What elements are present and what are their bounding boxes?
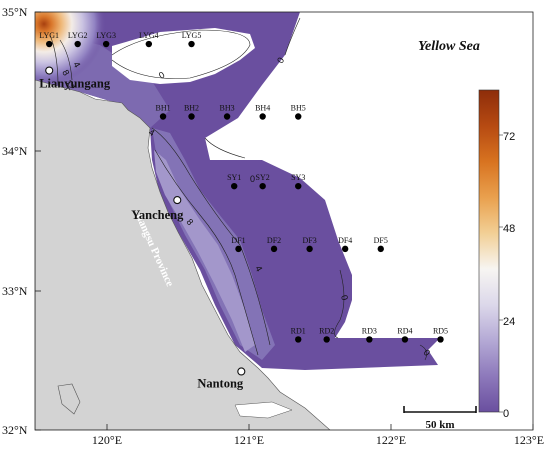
colorbar-tick-label: 0	[503, 408, 509, 420]
station-marker	[295, 336, 302, 343]
colorbar	[478, 89, 500, 413]
station-label: DF4	[338, 236, 352, 245]
land-island	[57, 383, 81, 415]
station-label: BH4	[255, 104, 270, 113]
contour-label: 4	[147, 127, 156, 138]
x-tick-label: 123°E	[514, 433, 544, 447]
x-tick-label: 120°E	[92, 433, 122, 447]
station-marker	[188, 113, 195, 120]
station-label: SY3	[291, 173, 305, 182]
land-mainland	[35, 79, 331, 430]
station-marker	[231, 182, 238, 190]
station-marker	[295, 182, 302, 190]
station-label: RD4	[397, 326, 412, 335]
station-marker	[295, 113, 302, 120]
station-marker	[437, 336, 444, 343]
contour-label: 0	[250, 174, 255, 184]
contour-label: 0	[157, 70, 166, 81]
y-tick-label: 35°N	[2, 5, 28, 19]
station-marker	[159, 113, 167, 120]
station-marker	[46, 40, 53, 48]
axis-ticks	[35, 11, 534, 431]
station-label: BH5	[291, 104, 306, 113]
y-tick-label: 33°N	[2, 284, 28, 298]
station-marker	[188, 40, 195, 48]
station-label: DF5	[374, 236, 388, 245]
station-label: BH1	[155, 104, 170, 113]
contour-label: 0	[275, 56, 286, 65]
station-label: LYG2	[68, 31, 88, 40]
city-marker	[173, 196, 182, 205]
contour-label: 8	[60, 68, 71, 77]
city-marker	[237, 367, 246, 376]
city-label: Yancheng	[131, 208, 184, 222]
station-label: DF3	[302, 236, 316, 245]
station-label: SY1	[227, 173, 241, 182]
y-tick-label: 34°N	[2, 144, 28, 158]
colorbar-tick-label: 72	[503, 131, 515, 143]
station-marker	[366, 336, 373, 343]
station-label: RD2	[319, 326, 334, 335]
station-marker	[270, 245, 278, 253]
station-label: DF1	[231, 236, 245, 245]
map-title: Yellow Sea	[418, 39, 480, 54]
contour-lines	[49, 17, 427, 361]
station-label: LYG3	[96, 31, 116, 40]
scale-bar	[403, 406, 477, 413]
scale-bar-label: 50 km	[425, 419, 454, 431]
x-tick-label: 122°E	[376, 433, 406, 447]
city-marker	[45, 66, 54, 75]
station-marker	[306, 245, 313, 253]
station-label: RD3	[362, 326, 377, 335]
station-label: BH2	[184, 104, 199, 113]
colorbar-tick-label: 24	[503, 316, 515, 328]
station-marker	[74, 40, 81, 48]
station-marker	[259, 113, 266, 120]
x-tick-label: 121°E	[234, 433, 264, 447]
station-marker	[145, 40, 153, 48]
y-tick-label: 32°N	[2, 423, 28, 437]
station-marker	[401, 336, 409, 343]
station-label: SY2	[256, 173, 270, 182]
contour-label: 4	[253, 264, 264, 273]
colorbar-ticks	[499, 134, 503, 413]
station-label: RD1	[291, 326, 306, 335]
contour-label: 4	[71, 60, 82, 69]
station-marker	[102, 40, 110, 48]
coast-white-strip	[234, 401, 293, 419]
station-marker	[223, 113, 231, 120]
station-label: LYG5	[182, 31, 202, 40]
contour-label: 0	[339, 294, 350, 301]
station-marker	[377, 245, 384, 253]
stations-layer: LYG1 LYG2 LYG3 LYG4 LYG5 BH1 BH2 BH3 BH4 BH5 SY1 SY…	[39, 31, 448, 343]
station-marker	[341, 245, 349, 253]
station-label: LYG1	[39, 31, 59, 40]
station-label: LYG4	[139, 31, 159, 40]
station-label: RD5	[433, 326, 448, 335]
map-frame	[34, 11, 534, 431]
contour-label: 12	[63, 78, 77, 92]
cities-layer: Lianyungang Yancheng Nantong	[39, 66, 246, 390]
contour-label: 0	[422, 347, 433, 358]
city-label: Nantong	[197, 376, 244, 390]
station-marker	[323, 336, 330, 343]
contour-label: 8	[184, 217, 195, 227]
colorbar-tick-label: 48	[503, 223, 515, 235]
station-label: BH3	[220, 104, 235, 113]
station-marker	[235, 245, 242, 253]
station-marker	[259, 182, 266, 190]
station-label: DF2	[267, 236, 281, 245]
contour-labels: 0 0 0 0 0 4 4 4 8 8 12	[60, 56, 432, 358]
city-label: Lianyungang	[39, 77, 111, 91]
